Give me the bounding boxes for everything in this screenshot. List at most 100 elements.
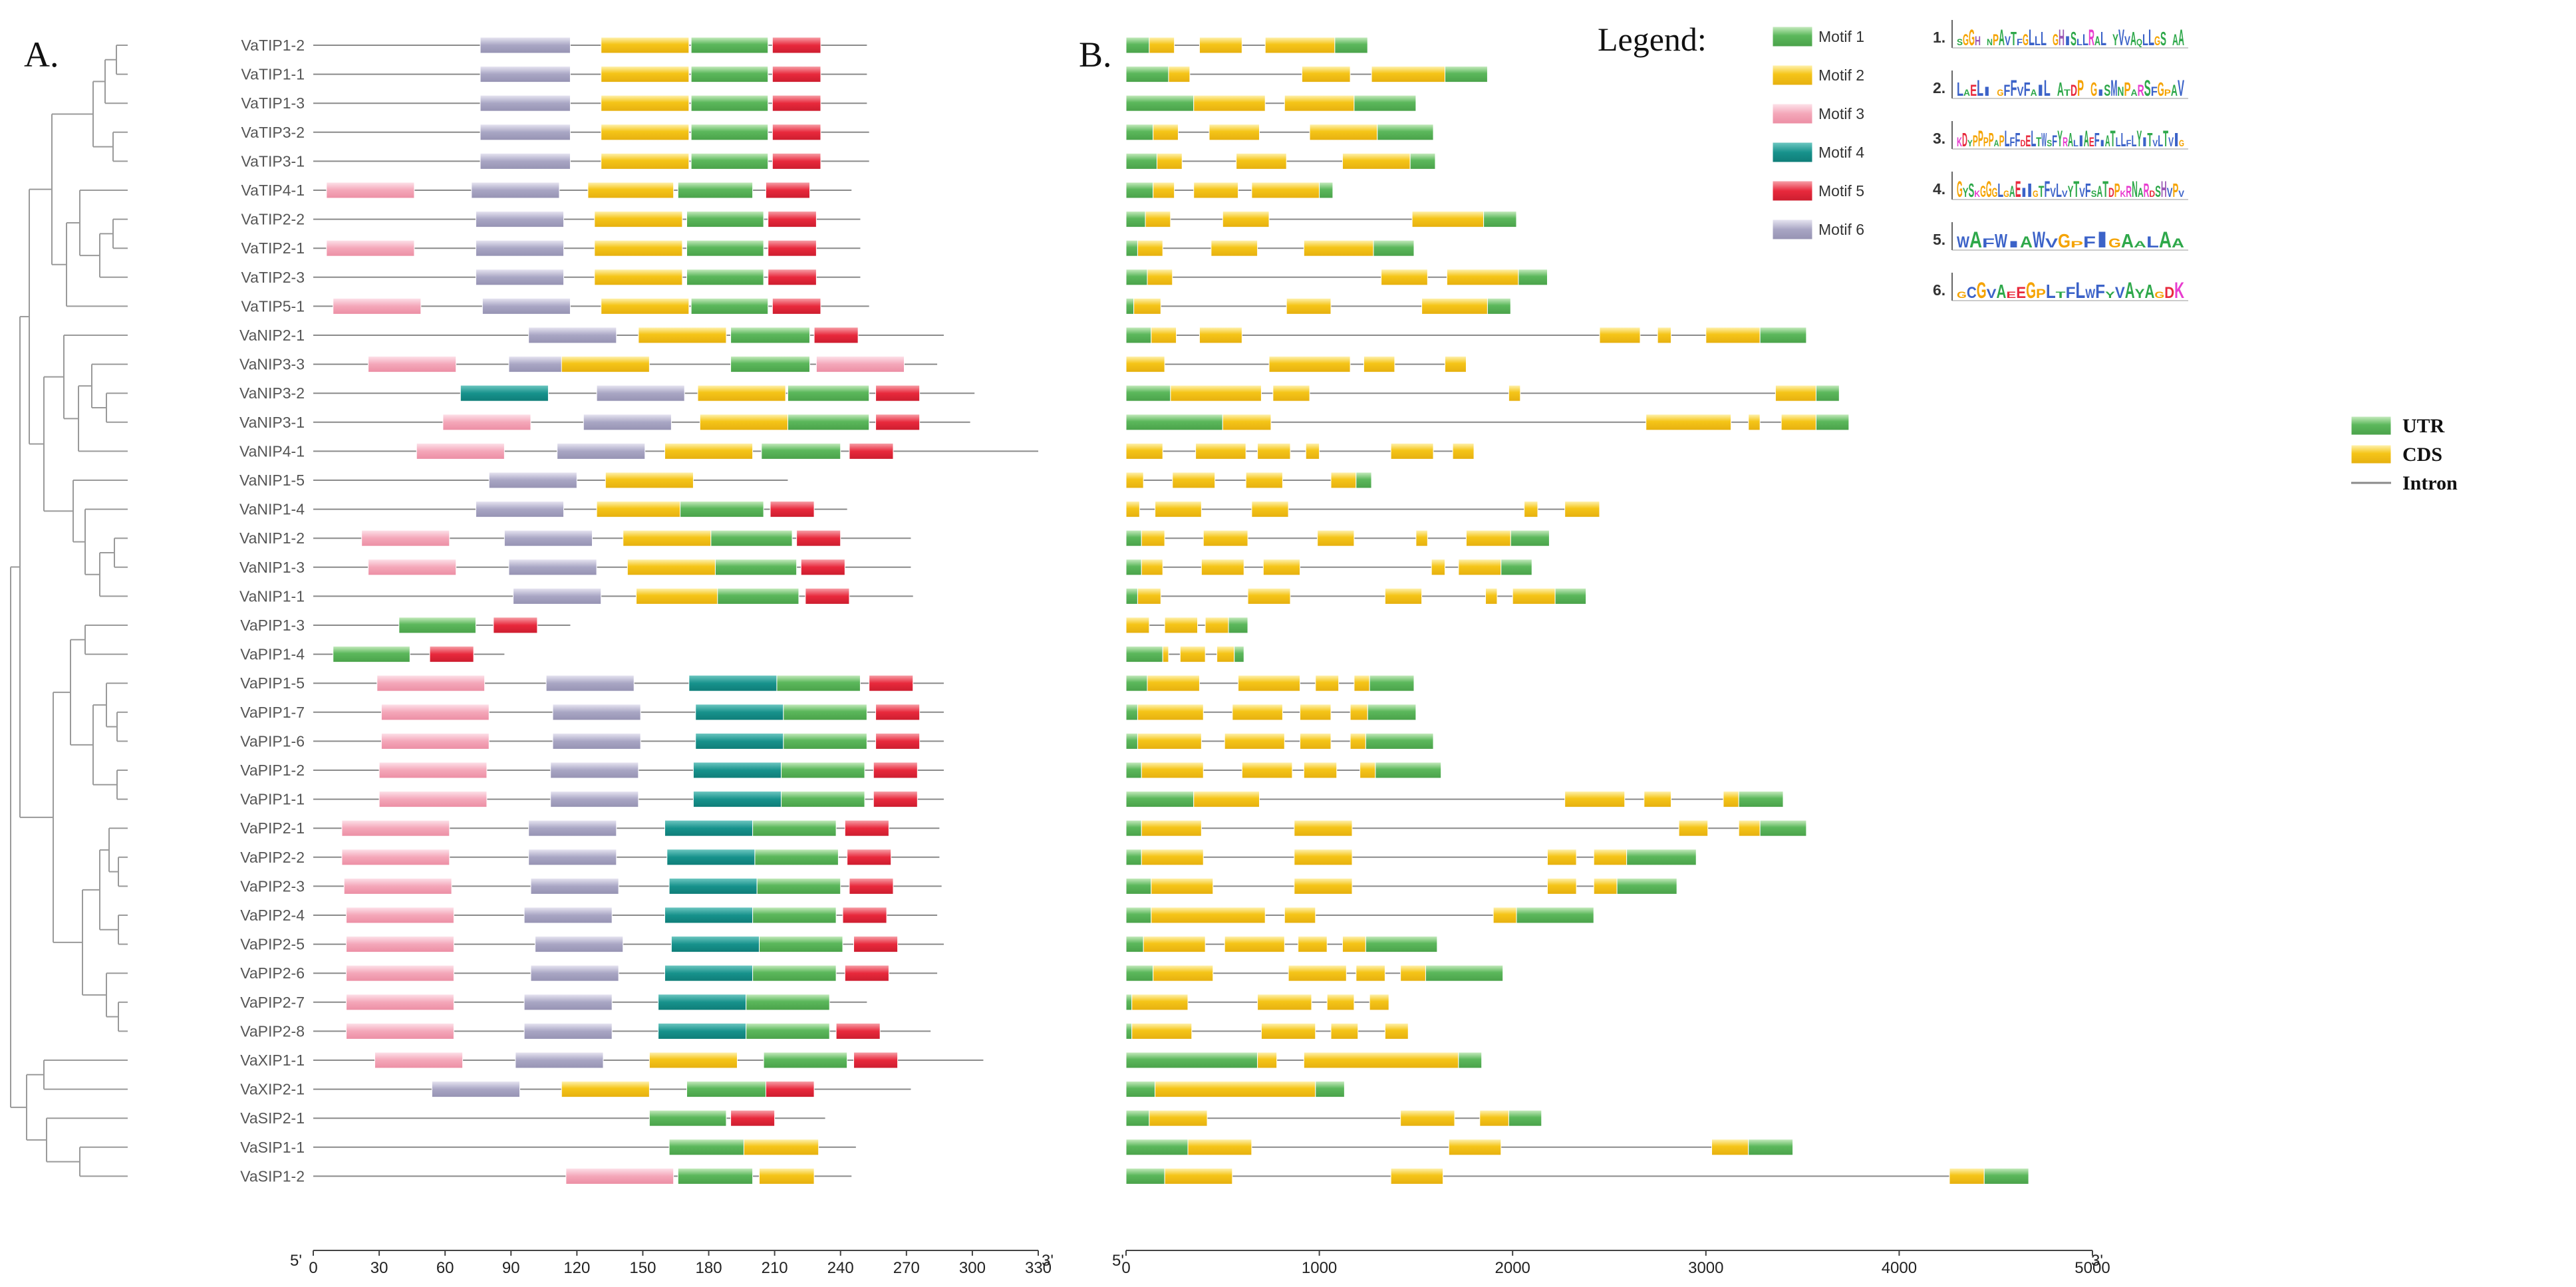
axis-a-tick-label: 330 [1025, 1259, 1052, 1277]
utr-block [1377, 124, 1434, 141]
logo-letter: V [2152, 138, 2158, 148]
motif-1-box [752, 819, 837, 837]
gene-label: VaSIP1-2 [240, 1167, 305, 1185]
motif-5-box [853, 936, 899, 953]
motif-1-box [787, 414, 870, 431]
cds-block [1125, 356, 1165, 373]
logo-letter: Y [2057, 126, 2063, 152]
motif-4-box [664, 819, 754, 837]
motif-1-box [690, 297, 769, 315]
logo-letter: T [2102, 177, 2108, 202]
gene-label: VaPIP1-4 [240, 646, 305, 663]
motif-2-box [594, 239, 683, 257]
utr-block [1125, 994, 1133, 1011]
cds-block [1264, 37, 1336, 54]
cds-block [1644, 791, 1671, 808]
logo-letter: V [2079, 186, 2085, 200]
logo-letter: S [1957, 37, 1963, 47]
logo-letter: A [2031, 87, 2037, 98]
cds-block [1479, 1109, 1509, 1127]
logo-letter: A [2068, 130, 2073, 151]
gene-label: VaNIP3-3 [239, 356, 305, 373]
utr-block [1125, 849, 1142, 866]
logo-letter: M [2110, 76, 2117, 101]
motif-2-box [601, 37, 690, 54]
logo-letter: P [1983, 136, 1989, 150]
axis-a-tick-label: 180 [696, 1259, 722, 1277]
cds-block [1564, 501, 1600, 518]
motif-2-box [627, 559, 716, 576]
logo-letter: D [2149, 188, 2155, 199]
logo-letter: A [2096, 183, 2102, 201]
gene-label: VaPIP1-3 [240, 617, 305, 634]
logo-letter: T [2163, 126, 2168, 152]
cds-block [1356, 964, 1385, 982]
gene-label: VaPIP2-3 [240, 877, 305, 895]
logo-letter: L [2142, 31, 2148, 49]
logo-letter: Y [2105, 289, 2116, 300]
motif-5-box [768, 211, 817, 228]
utr-block [1125, 819, 1142, 837]
logo-letter: T [2036, 136, 2041, 150]
cds-block [1257, 994, 1312, 1011]
cds-block [1272, 384, 1310, 402]
cds-block [1193, 791, 1260, 808]
utr-block [1369, 674, 1415, 692]
utr-block [1125, 674, 1148, 692]
cds-block [1162, 646, 1169, 663]
logo-letter: E [2025, 132, 2031, 150]
logo-letter: L [2076, 37, 2082, 47]
logo-letter: H [1975, 35, 1981, 49]
logo-4-number: 4. [1933, 180, 1945, 198]
logo-letter: L [2082, 31, 2088, 49]
cds-block [1465, 529, 1511, 547]
cds-block [1294, 819, 1353, 837]
cds-block [1141, 559, 1163, 576]
cds-block [1330, 472, 1357, 489]
logo-letter: P [2077, 76, 2084, 101]
logo-letter: Y [2068, 183, 2074, 201]
utr-block [1334, 37, 1368, 54]
utr-block [1748, 1139, 1794, 1156]
gene-label: VaNIP1-2 [239, 529, 305, 547]
logo-letter: D [1962, 130, 1967, 151]
motif-6-box [503, 529, 593, 547]
logo-letter: G [2108, 237, 2121, 251]
cds-block [1241, 762, 1293, 779]
logo-letter: E [2089, 136, 2094, 150]
utr-block [1365, 732, 1434, 750]
logo-letter: L [2029, 25, 2035, 51]
gene-label: VaPIP2-4 [240, 907, 305, 924]
gene-label: VaPIP1-6 [240, 732, 305, 750]
logo-letter: Y [2136, 126, 2142, 152]
gene-label: VaPIP1-2 [240, 762, 305, 779]
logo-letter: V [2045, 237, 2058, 251]
logo-letter: A [1994, 138, 1999, 148]
axis-a-tick-label: 240 [827, 1259, 854, 1277]
gene-label: VaTIP4-1 [241, 182, 305, 199]
motif-6-box [513, 587, 602, 605]
cds-block [1251, 501, 1289, 518]
logo-letter: G [2090, 79, 2097, 100]
cds-block [1209, 124, 1260, 141]
utr-block [1125, 964, 1154, 982]
motif-1-box [776, 674, 861, 692]
structure-legend: UTR CDS Intron [2351, 415, 2458, 494]
motif-3-box [376, 674, 486, 692]
motif-3-box [346, 1022, 454, 1040]
motif-5-box [813, 327, 859, 344]
motif-5-box [765, 182, 810, 199]
motif-1-box [759, 936, 843, 953]
motif-4-box [668, 877, 758, 895]
logo-letter: S [2160, 29, 2166, 50]
logo-letter: P [1993, 31, 1999, 49]
utr-block [1501, 559, 1532, 576]
cds-block [1350, 732, 1366, 750]
utr-block [1125, 211, 1146, 228]
motif-3-box [442, 414, 531, 431]
cds-block [1216, 646, 1235, 663]
cds-block [1415, 529, 1428, 547]
gene-label: VaPIP2-1 [240, 819, 305, 837]
cds-block [1153, 964, 1214, 982]
